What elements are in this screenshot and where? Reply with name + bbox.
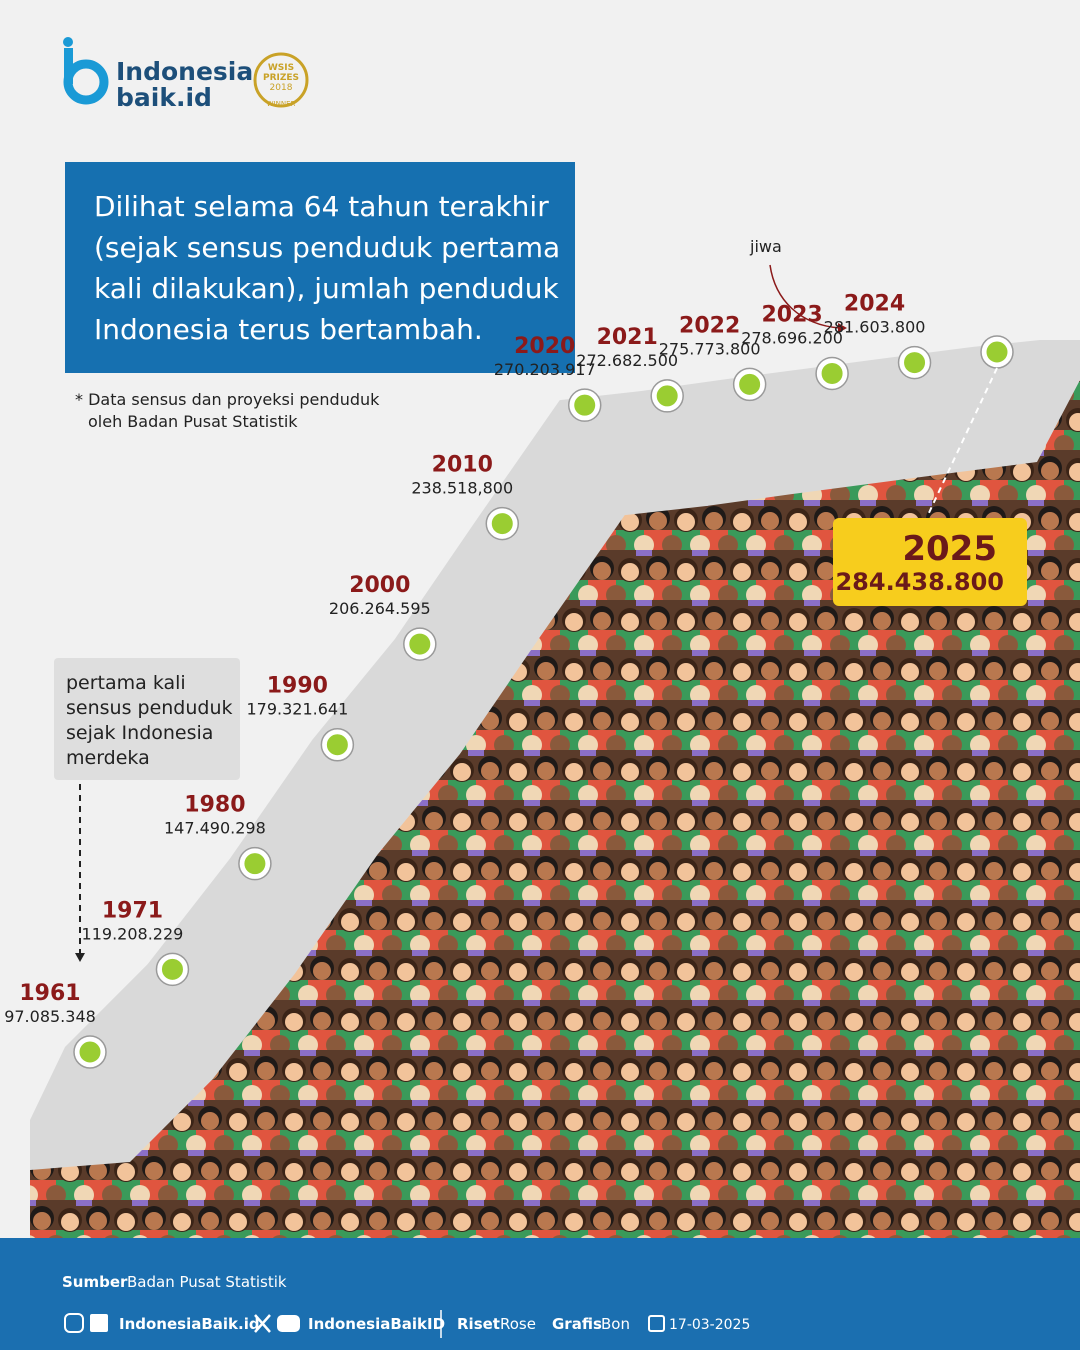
highlight-box bbox=[833, 518, 1027, 606]
footer bbox=[0, 1238, 1080, 1350]
year-label: 2023 bbox=[761, 302, 822, 327]
note: oleh Badan Pusat Statistik bbox=[88, 412, 298, 431]
research: Rose bbox=[500, 1315, 536, 1333]
dot-ring bbox=[320, 727, 355, 762]
year-label: 1990 bbox=[267, 674, 328, 699]
arrow-head bbox=[75, 953, 85, 962]
year-label: 2000 bbox=[349, 573, 410, 598]
note: * Data sensus dan proyeksi penduduk bbox=[75, 390, 380, 409]
value-label: 179.321.641 bbox=[246, 700, 348, 719]
value-label: 270.203.917 bbox=[494, 360, 596, 379]
value-label: 284.438.800 bbox=[835, 568, 1004, 596]
dot-ring bbox=[155, 952, 190, 987]
data-dot bbox=[734, 368, 766, 400]
intro-text: Dilihat selama 64 tahun terakhir bbox=[94, 190, 549, 223]
data-dot bbox=[239, 848, 271, 880]
annotation: pertama kali bbox=[66, 672, 186, 694]
year-label: 2024 bbox=[844, 292, 905, 317]
dot-ring bbox=[897, 345, 932, 380]
unit-arrow bbox=[769, 264, 841, 329]
data-dot bbox=[486, 508, 518, 540]
year-label: 2020 bbox=[514, 334, 575, 359]
intro-text: kali dilakukan), jumlah penduduk bbox=[94, 272, 559, 305]
website: IndonesiaBaik.id bbox=[119, 1315, 260, 1333]
dot-ring bbox=[567, 388, 602, 422]
year-label: 1971 bbox=[102, 898, 163, 923]
dot-ring bbox=[403, 627, 437, 661]
badge-text: WINNER bbox=[267, 100, 296, 108]
data-dot bbox=[569, 389, 601, 421]
dot-ring bbox=[238, 846, 272, 881]
value-label: 278.696.200 bbox=[741, 328, 843, 347]
value-label: 147.490.298 bbox=[164, 819, 266, 838]
value-label: 97.085.348 bbox=[4, 1007, 96, 1026]
value-label: 238.518,800 bbox=[411, 479, 513, 498]
data-dot bbox=[404, 628, 436, 660]
value-label: 206.264.595 bbox=[329, 599, 431, 618]
source-label: Sumber bbox=[62, 1273, 128, 1291]
dot-ring bbox=[815, 356, 849, 391]
date: 17-03-2025 bbox=[669, 1317, 750, 1333]
data-dot bbox=[981, 336, 1013, 368]
research-label: Riset bbox=[457, 1315, 500, 1333]
data-dot bbox=[321, 729, 353, 761]
unit-label: jiwa bbox=[749, 237, 782, 256]
year-label: 2010 bbox=[432, 453, 493, 478]
graphic-label: Grafis bbox=[552, 1315, 602, 1333]
year-label: 1961 bbox=[19, 981, 80, 1006]
x-icon bbox=[254, 1314, 271, 1333]
year-label: 1980 bbox=[184, 793, 245, 818]
annotation: merdeka bbox=[66, 747, 150, 769]
dot-ring bbox=[650, 379, 684, 413]
annotation: sensus penduduk bbox=[66, 697, 233, 719]
intro-text: (sejak sensus penduduk pertama bbox=[94, 231, 560, 264]
source: Badan Pusat Statistik bbox=[127, 1273, 287, 1291]
data-dot bbox=[816, 357, 848, 389]
logo-text: Indonesia bbox=[116, 57, 253, 86]
graphic: Bon bbox=[601, 1315, 630, 1333]
intro-box bbox=[65, 162, 575, 373]
badge-text: WSIS bbox=[268, 63, 294, 73]
dot-ring bbox=[732, 367, 767, 402]
social: IndonesiaBaikID bbox=[308, 1315, 445, 1333]
data-dot bbox=[156, 953, 188, 985]
annotation-box bbox=[54, 658, 240, 780]
badge-text: 2018 bbox=[270, 83, 293, 93]
facebook-icon bbox=[90, 1314, 108, 1332]
instagram-icon bbox=[64, 1313, 84, 1333]
dot-ring bbox=[485, 506, 520, 541]
arrow-head bbox=[838, 323, 847, 333]
dot-ring bbox=[73, 1035, 107, 1069]
background bbox=[30, 340, 1080, 1238]
value-label: 281.603.800 bbox=[824, 318, 926, 337]
youtube-icon bbox=[277, 1315, 300, 1332]
year-label: 2025 bbox=[902, 529, 997, 569]
value-label: 119.208.229 bbox=[82, 924, 184, 943]
value-label: 275.773.800 bbox=[659, 339, 761, 358]
year-label: 2021 bbox=[597, 325, 658, 350]
year-label: 2022 bbox=[679, 313, 740, 338]
logo-text: baik.id bbox=[116, 83, 212, 112]
logo: Indonesia baik.id WSIS PRIZES 2018 WINNE… bbox=[63, 37, 309, 112]
intro-text: Indonesia terus bertambah. bbox=[94, 313, 483, 346]
data-dot bbox=[899, 347, 931, 379]
badge-text: PRIZES bbox=[263, 73, 299, 83]
data-dot bbox=[651, 380, 683, 412]
annotation: sejak Indonesia bbox=[66, 722, 213, 744]
data-dot bbox=[74, 1036, 106, 1068]
crowd bbox=[30, 380, 1080, 1238]
leader bbox=[926, 367, 998, 518]
value-label: 272.682.500 bbox=[576, 351, 678, 370]
calendar-icon bbox=[648, 1315, 665, 1332]
